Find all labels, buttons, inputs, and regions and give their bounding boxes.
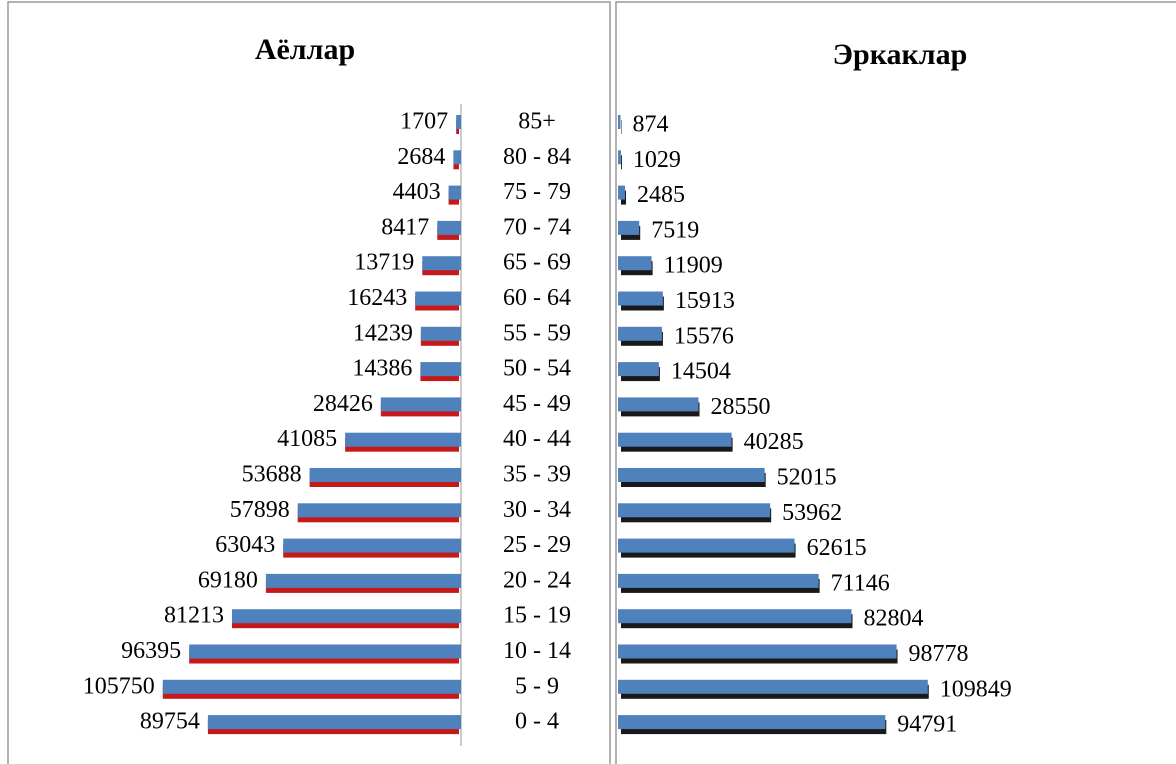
category-label: 30 - 34: [503, 497, 571, 523]
bar-shadow: [621, 155, 622, 170]
value-label: 4403: [393, 179, 441, 205]
bar: [618, 150, 621, 165]
bar: [283, 538, 461, 553]
category-label: 35 - 39: [503, 462, 571, 488]
value-label: 14239: [353, 320, 413, 346]
category-label: 80 - 84: [503, 144, 571, 170]
bar: [618, 362, 659, 377]
value-label: 28550: [711, 394, 771, 420]
value-label: 81213: [164, 603, 224, 629]
bar: [618, 609, 852, 624]
value-label: 15576: [674, 323, 734, 349]
value-label: 82804: [864, 606, 924, 632]
bar: [618, 644, 897, 659]
value-label: 105750: [83, 673, 155, 699]
value-label: 28426: [313, 391, 373, 417]
bar: [618, 432, 732, 447]
category-label: 65 - 69: [503, 250, 571, 276]
bar: [453, 150, 461, 165]
bar: [420, 362, 461, 377]
bar: [380, 397, 461, 412]
bar: [618, 291, 663, 306]
bar: [297, 503, 461, 518]
category-label: 60 - 64: [503, 285, 571, 311]
bar: [618, 468, 765, 482]
value-label: 7519: [651, 217, 699, 243]
bar: [618, 715, 886, 730]
bar: [231, 609, 461, 624]
value-label: 2485: [637, 182, 685, 208]
category-label: 75 - 79: [503, 179, 571, 205]
bar: [618, 573, 819, 588]
value-label: 96395: [121, 638, 181, 664]
bar: [345, 432, 461, 447]
bar: [456, 115, 461, 129]
value-label: 71146: [831, 570, 890, 596]
bar: [618, 503, 771, 518]
left-title: Аёллар: [255, 33, 355, 66]
value-label: 109849: [940, 676, 1012, 702]
value-label: 874: [632, 112, 668, 138]
value-label: 94791: [897, 712, 957, 738]
value-label: 63043: [215, 532, 275, 558]
bar: [309, 468, 461, 482]
value-label: 14504: [671, 359, 731, 385]
bar: [618, 397, 699, 412]
category-label: 50 - 54: [503, 356, 571, 382]
value-label: 69180: [198, 567, 258, 593]
bar: [422, 256, 461, 271]
value-label: 53962: [782, 500, 842, 526]
value-label: 1029: [633, 147, 681, 173]
category-label: 15 - 19: [503, 603, 571, 629]
category-label: 85+: [518, 109, 556, 135]
value-label: 57898: [230, 497, 290, 523]
bar: [618, 256, 652, 271]
value-label: 13719: [354, 250, 414, 276]
category-label: 25 - 29: [503, 532, 571, 558]
value-label: 1707: [400, 109, 448, 135]
value-label: 41085: [277, 426, 337, 452]
category-label: 55 - 59: [503, 320, 571, 346]
right-panel: [615, 1, 1176, 764]
value-label: 40285: [744, 429, 804, 455]
value-label: 53688: [242, 462, 302, 488]
value-label: 2684: [397, 144, 445, 170]
bar: [618, 326, 662, 341]
value-label: 52015: [777, 465, 837, 491]
value-label: 11909: [664, 253, 723, 279]
bar: [420, 326, 461, 341]
value-label: 89754: [140, 709, 200, 735]
value-label: 62615: [807, 535, 867, 561]
category-label: 10 - 14: [503, 638, 571, 664]
bar: [448, 185, 461, 200]
category-label: 70 - 74: [503, 214, 571, 240]
category-label: 40 - 44: [503, 426, 571, 452]
category-label: 45 - 49: [503, 391, 571, 417]
category-label: 5 - 9: [515, 673, 559, 699]
right-title: Эркаклар: [833, 38, 968, 71]
bar: [415, 291, 461, 306]
bar: [207, 715, 461, 730]
category-label: 20 - 24: [503, 567, 571, 593]
bar: [618, 185, 626, 200]
bar: [618, 679, 928, 694]
value-label: 15913: [675, 288, 735, 314]
value-label: 8417: [381, 214, 429, 240]
bar: [618, 220, 640, 235]
value-label: 16243: [347, 285, 407, 311]
bar: [618, 538, 795, 553]
bar: [189, 644, 461, 659]
left-panel: [7, 1, 611, 764]
bar: [162, 679, 461, 694]
value-label: 14386: [352, 356, 412, 382]
bar: [437, 220, 461, 235]
bar: [618, 115, 621, 129]
category-label: 0 - 4: [515, 709, 559, 735]
value-label: 98778: [909, 641, 969, 667]
bar: [265, 573, 461, 588]
